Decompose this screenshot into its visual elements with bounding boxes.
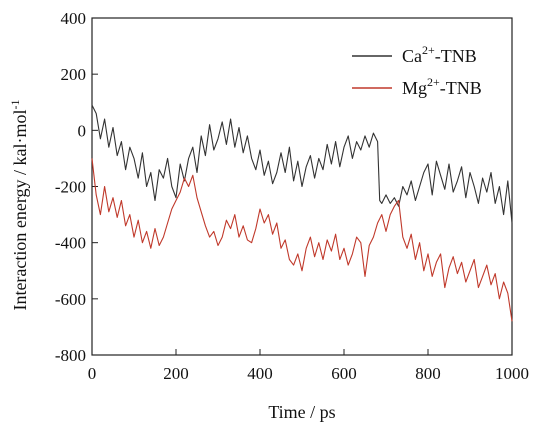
y-tick-label: 0 bbox=[78, 121, 87, 140]
y-axis-title-text: Interaction energy / kal·mol bbox=[10, 109, 30, 310]
legend-label-ca-suffix: -TNB bbox=[435, 46, 477, 66]
legend-label-mg-tnb: Mg2+-TNB bbox=[402, 75, 482, 98]
series-layer bbox=[91, 104, 513, 322]
x-tick-label: 0 bbox=[88, 364, 97, 383]
y-axis-title-superscript: -1 bbox=[8, 99, 22, 109]
axis-ticks bbox=[91, 17, 513, 356]
y-tick-label: -600 bbox=[55, 290, 86, 309]
x-tick-label: 800 bbox=[415, 364, 441, 383]
x-axis-title: Time / ps bbox=[268, 402, 335, 422]
legend-label-ca-superscript: 2+ bbox=[422, 43, 435, 57]
y-tick-label: 400 bbox=[61, 9, 87, 28]
legend-label-ca-base: Ca bbox=[402, 46, 422, 66]
legend-label-ca-tnb: Ca2+-TNB bbox=[402, 43, 477, 66]
legend-label-mg-base: Mg bbox=[402, 78, 427, 98]
y-tick-label: -200 bbox=[55, 178, 86, 197]
x-tick-label: 600 bbox=[331, 364, 357, 383]
axis-tick-labels: 0 200 400 600 800 1000 400 200 0 -200 -400 -600 -800 bbox=[55, 9, 529, 383]
y-tick-label: -400 bbox=[55, 234, 86, 253]
legend-label-mg-superscript: 2+ bbox=[427, 75, 440, 89]
series-line-mg-tnb bbox=[91, 158, 513, 322]
legend: Ca2+-TNB Mg2+-TNB bbox=[352, 43, 482, 98]
y-tick-label: 200 bbox=[61, 65, 87, 84]
y-tick-label: -800 bbox=[55, 346, 86, 365]
x-tick-label: 400 bbox=[247, 364, 273, 383]
legend-label-mg-suffix: -TNB bbox=[440, 78, 482, 98]
y-axis-title: Interaction energy / kal·mol-1 bbox=[8, 99, 30, 310]
series-line-ca-tnb bbox=[91, 104, 513, 224]
svg-text:Interaction energy / kal·mol-1: Interaction energy / kal·mol-1 bbox=[8, 99, 30, 310]
x-tick-label: 1000 bbox=[495, 364, 529, 383]
x-tick-label: 200 bbox=[163, 364, 189, 383]
